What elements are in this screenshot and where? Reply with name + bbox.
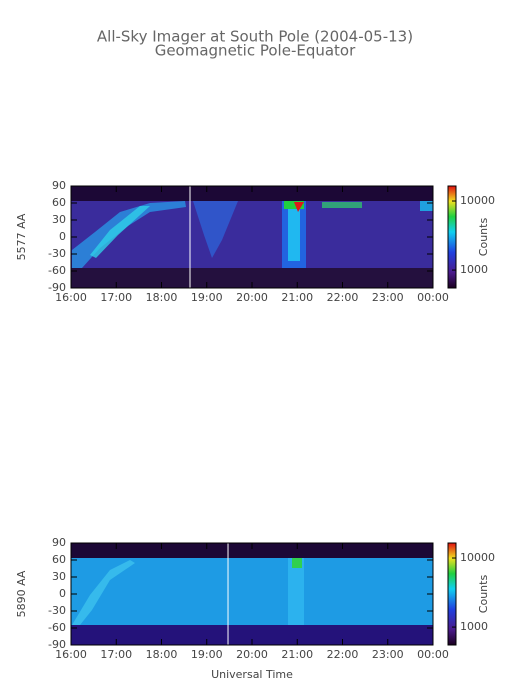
colorbar-tick-label: 10000 — [460, 194, 495, 207]
keogram-image — [71, 543, 433, 645]
y-tick-label: 60 — [52, 196, 66, 209]
y-tick-label: 30 — [52, 570, 66, 583]
y-tick-label: 90 — [52, 536, 66, 549]
x-tick-label: 21:00 — [281, 291, 313, 304]
colorbar-label: Counts — [477, 218, 490, 257]
x-tick-label: 16:00 — [55, 648, 87, 661]
y-tick-label: -90 — [48, 281, 66, 294]
x-tick-label: 22:00 — [327, 648, 359, 661]
x-tick-label: 20:00 — [236, 648, 268, 661]
keogram-image — [71, 186, 433, 288]
y-tick-label: 30 — [52, 213, 66, 226]
y-tick-label: 0 — [59, 587, 66, 600]
chart-title: All-Sky Imager at South Pole (2004-05-13… — [97, 28, 413, 46]
x-tick-label: 16:00 — [55, 291, 87, 304]
y-axis-label: 5577 AA — [15, 213, 28, 260]
colorbar-label: Counts — [477, 575, 490, 614]
colorbar-tick-label: 1000 — [460, 263, 488, 276]
x-tick-label: 18:00 — [146, 291, 178, 304]
y-tick-label: 90 — [52, 179, 66, 192]
x-tick-label: 19:00 — [191, 648, 223, 661]
y-tick-label: -60 — [48, 264, 66, 277]
x-tick-label: 17:00 — [100, 648, 132, 661]
x-tick-label: 00:00 — [417, 648, 449, 661]
y-axis-label: 5890 AA — [15, 570, 28, 617]
x-tick-label: 22:00 — [327, 291, 359, 304]
colorbar-tick-label: 10000 — [460, 551, 495, 564]
colorbar — [447, 542, 457, 646]
y-tick-label: -30 — [48, 247, 66, 260]
y-tick-label: -30 — [48, 604, 66, 617]
y-tick-label: -60 — [48, 621, 66, 634]
colorbar-tick-label: 1000 — [460, 620, 488, 633]
x-tick-label: 21:00 — [281, 648, 313, 661]
y-tick-label: 0 — [59, 230, 66, 243]
y-tick-label: 60 — [52, 553, 66, 566]
x-tick-label: 19:00 — [191, 291, 223, 304]
x-tick-label: 00:00 — [417, 291, 449, 304]
x-axis-label: Universal Time — [211, 668, 293, 680]
x-tick-label: 18:00 — [146, 648, 178, 661]
colorbar — [447, 185, 457, 289]
x-tick-label: 23:00 — [372, 648, 404, 661]
x-tick-label: 20:00 — [236, 291, 268, 304]
x-tick-label: 17:00 — [100, 291, 132, 304]
chart-subtitle: Geomagnetic Pole-Equator — [155, 42, 356, 60]
x-tick-label: 23:00 — [372, 291, 404, 304]
y-tick-label: -90 — [48, 638, 66, 651]
